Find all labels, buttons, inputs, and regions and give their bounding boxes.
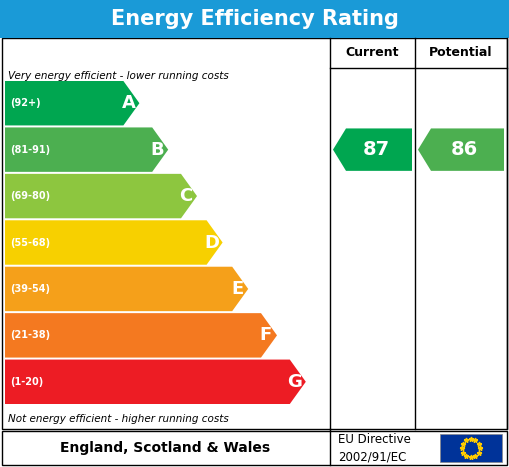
Bar <box>2 38 507 429</box>
Text: E: E <box>231 280 243 298</box>
Bar <box>440 434 502 462</box>
Polygon shape <box>5 313 277 358</box>
Text: Very energy efficient - lower running costs: Very energy efficient - lower running co… <box>8 71 229 81</box>
Text: (55-68): (55-68) <box>10 238 50 248</box>
Text: Current: Current <box>346 47 399 59</box>
Polygon shape <box>5 220 222 265</box>
Text: (1-20): (1-20) <box>10 377 43 387</box>
Text: England, Scotland & Wales: England, Scotland & Wales <box>60 441 270 455</box>
Polygon shape <box>333 128 412 171</box>
Text: EU Directive
2002/91/EC: EU Directive 2002/91/EC <box>338 433 411 463</box>
Bar <box>2 431 507 465</box>
Text: C: C <box>179 187 192 205</box>
Polygon shape <box>5 81 139 126</box>
Polygon shape <box>5 360 306 404</box>
Text: D: D <box>204 234 219 252</box>
Text: (92+): (92+) <box>10 98 41 108</box>
Text: (39-54): (39-54) <box>10 284 50 294</box>
Text: F: F <box>260 326 272 344</box>
Text: Energy Efficiency Rating: Energy Efficiency Rating <box>110 9 399 29</box>
Text: (69-80): (69-80) <box>10 191 50 201</box>
Text: G: G <box>288 373 302 391</box>
Text: 87: 87 <box>363 140 390 159</box>
Text: Not energy efficient - higher running costs: Not energy efficient - higher running co… <box>8 414 229 424</box>
Polygon shape <box>5 267 248 311</box>
Polygon shape <box>5 174 197 218</box>
Polygon shape <box>418 128 504 171</box>
Text: B: B <box>150 141 164 159</box>
Text: (21-38): (21-38) <box>10 330 50 340</box>
Text: A: A <box>122 94 135 112</box>
Text: (81-91): (81-91) <box>10 145 50 155</box>
Polygon shape <box>5 127 168 172</box>
Bar <box>0 0 509 38</box>
Text: Potential: Potential <box>429 47 493 59</box>
Text: 86: 86 <box>450 140 477 159</box>
